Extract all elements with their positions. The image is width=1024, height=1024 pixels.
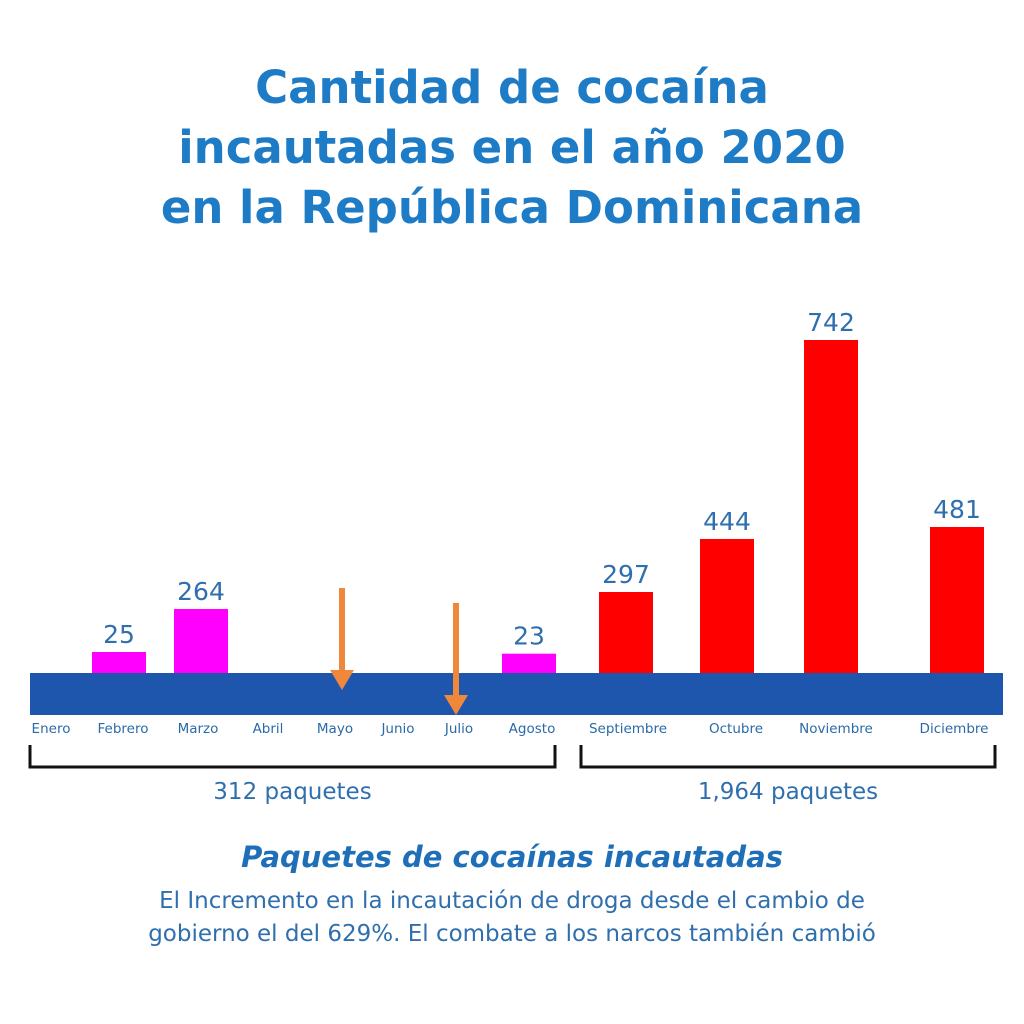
data-label: 264 — [177, 577, 225, 606]
tick-label: Febrero — [98, 721, 149, 737]
data-label: 444 — [703, 507, 751, 536]
bar-noviembre — [804, 340, 858, 673]
tick-label: Agosto — [509, 721, 556, 737]
data-label: 742 — [807, 308, 855, 337]
chart-note: El Incremento en la incautación de droga… — [0, 885, 1024, 951]
tick-label: Julio — [444, 721, 473, 737]
bar-octubre — [700, 539, 754, 673]
group-bracket — [579, 745, 997, 769]
arrow-head-icon — [330, 670, 354, 690]
note-line-1: El Incremento en la incautación de droga… — [159, 888, 865, 914]
tick-label: Diciembre — [920, 721, 989, 737]
group-bracket — [28, 745, 557, 769]
group-total: 312 paquetes — [213, 779, 371, 805]
tick-label: Enero — [32, 721, 71, 737]
tick-label: Septiembre — [589, 721, 667, 737]
chart-title: Cantidad de cocaína incautadas en el año… — [0, 58, 1024, 238]
axis-band — [30, 673, 1003, 715]
tick-label: Abril — [253, 721, 284, 737]
data-label: 297 — [602, 560, 650, 589]
tick-label: Mayo — [317, 721, 353, 737]
bar-agosto — [502, 653, 556, 673]
title-line-1: Cantidad de cocaína — [255, 61, 769, 114]
bar-febrero — [92, 652, 146, 673]
data-label: 481 — [933, 495, 981, 524]
note-line-2: gobierno el del 629%. El combate a los n… — [148, 921, 876, 947]
title-line-3: en la República Dominicana — [160, 181, 864, 234]
chart-subtitle: Paquetes de cocaínas incautadas — [241, 840, 783, 874]
tick-label: Marzo — [178, 721, 219, 737]
tick-label: Noviembre — [799, 721, 873, 737]
tick-label: Junio — [380, 721, 414, 737]
bar-marzo — [174, 609, 228, 673]
group-total: 1,964 paquetes — [698, 779, 878, 805]
bar-diciembre — [930, 527, 984, 673]
bar-septiembre — [599, 592, 653, 673]
arrow-head-icon — [444, 695, 468, 715]
data-label: 25 — [103, 620, 135, 649]
data-label: 23 — [513, 622, 545, 651]
tick-label: Octubre — [709, 721, 763, 737]
title-line-2: incautadas en el año 2020 — [178, 121, 846, 174]
